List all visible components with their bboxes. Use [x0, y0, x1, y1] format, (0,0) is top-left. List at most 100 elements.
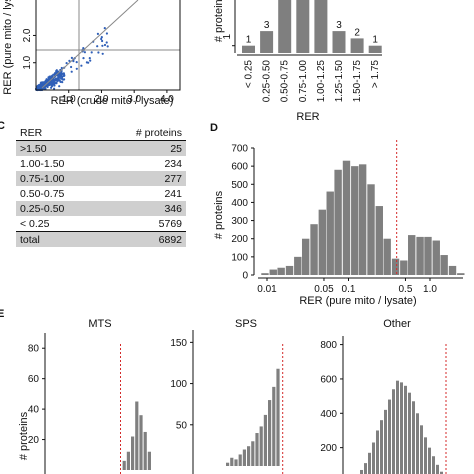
hist-b-x-tick-label: 1.00-1.25: [316, 60, 327, 103]
table-total-count: 6892: [99, 231, 186, 247]
table-row: 0.75-1.00 277: [16, 171, 186, 186]
scatter-point: [100, 36, 103, 39]
hist-e-bar: [135, 401, 139, 470]
table-cell-range: 0.25-0.50: [16, 201, 100, 216]
hist-d-y-tick-label: 500: [231, 180, 248, 191]
hist-e-y-tick-label: 400: [320, 409, 337, 420]
hist-e-bar: [376, 430, 379, 474]
scatter-x-tick-label: 1.0: [62, 94, 76, 105]
scatter-point: [82, 57, 85, 60]
hist-e-bar: [392, 389, 395, 474]
scatter-point: [43, 87, 46, 90]
scatter-point: [105, 32, 108, 35]
hist-d-bar: [457, 273, 465, 275]
hist-d-y-label: # proteins: [213, 190, 225, 239]
hist-b-y-tick-label: 1: [222, 33, 233, 39]
hist-d-bar: [318, 209, 327, 275]
hist-e-y-tick-label: 800: [320, 340, 337, 351]
scatter-point: [101, 39, 104, 43]
table-cell-count: 25: [99, 140, 186, 156]
hist-e-y-tick-label: 60: [28, 374, 40, 385]
hist-d-x-tick-label: 0.01: [257, 284, 277, 295]
hist-d-bar: [269, 269, 277, 275]
hist-e-y-tick-label: 600: [320, 374, 337, 385]
scatter-x-label: RER (crude mito / lysate): [51, 95, 174, 107]
hist-e-sps: 50 100 150: [170, 330, 284, 474]
hist-e-bar: [259, 426, 263, 466]
hist-d-bar: [261, 273, 269, 275]
hist-e-bar: [372, 442, 375, 474]
hist-e-title-sps: SPS: [235, 318, 257, 330]
scatter-point: [60, 66, 63, 70]
hist-b-y-ticks: 1: [222, 33, 235, 47]
hist-e-y-tick-label: 40: [28, 405, 40, 416]
hist-b-bar: [314, 0, 328, 53]
hist-e-y-tick-label: 100: [170, 379, 187, 390]
hist-e-bar: [147, 451, 151, 470]
scatter-point: [82, 47, 85, 50]
hist-d-bar: [326, 191, 334, 275]
table-cell-range: < 0.25: [20, 217, 50, 230]
hist-b-x-tick-label: 1.50-1.75: [352, 60, 363, 103]
scatter-point: [101, 52, 104, 55]
hist-e-bar: [416, 413, 419, 474]
hist-b-data-label: 3: [264, 20, 270, 31]
hist-e-y-tick-label: 50: [176, 420, 188, 431]
hist-b-x-ticks: < 0.25 0.25-0.50 0.50-0.75 0.75-1.00 1.00-1.…: [244, 60, 382, 103]
hist-e-mts: 20 40 60 80: [28, 333, 151, 474]
scatter-point: [90, 51, 93, 54]
scatter-point: [48, 75, 51, 78]
hist-e-y-tick-label: 20: [28, 435, 40, 446]
scatter-point: [43, 85, 47, 89]
scatter-point: [70, 70, 73, 73]
scatter-point: [97, 51, 100, 54]
hist-e-bar: [268, 400, 272, 466]
scatter-y-tick-label: 2.0: [22, 28, 33, 42]
scatter-point: [55, 70, 58, 73]
hist-d-x-tick-label: 0.5: [399, 284, 413, 295]
scatter-point: [87, 61, 90, 64]
scatter-point: [75, 67, 78, 70]
hist-d-x-ticks: 0.01 0.05 0.1 0.5 1.0: [257, 278, 437, 295]
hist-e-bar: [255, 433, 259, 466]
hist-d-bar: [367, 184, 375, 275]
scatter-point: [62, 72, 65, 75]
table-header-count: # proteins: [99, 125, 186, 141]
scatter-point: [83, 51, 86, 54]
hist-d-x-label: RER (pure mito / lysate): [299, 295, 416, 307]
hist-e-bar: [143, 431, 147, 470]
scatter-point: [57, 74, 60, 77]
panel-label-d: D: [210, 122, 218, 134]
hist-d-bar: [424, 236, 432, 275]
scatter-point: [60, 77, 63, 80]
scatter-panel: 1.0 2.0 3.0 4.0 1.0 2.0 RER (crude mito / ly…: [2, 0, 181, 107]
scatter-point: [68, 59, 71, 63]
hist-e-bar: [360, 469, 363, 474]
hist-d-bar: [294, 256, 302, 275]
hist-e-bar: [242, 449, 246, 466]
table-total-label: total: [16, 231, 100, 247]
table-cell-range: 0.75-1.00: [16, 171, 100, 186]
scatter-frame: [35, 0, 181, 91]
hist-b-y-label: # proteins: [213, 0, 225, 42]
hist-d-bar: [448, 265, 457, 275]
hist-d-y-tick-label: 100: [231, 252, 248, 263]
hist-b-x-tick-label: > 1.75: [370, 60, 381, 89]
hist-d-bar: [432, 240, 440, 275]
table-row: >1.50 25: [16, 140, 186, 156]
hist-d-y-ticks: 0 100 200 300 400 500 600 700: [231, 144, 254, 282]
hist-b-x-tick-label: 0.75-1.00: [298, 60, 309, 103]
hist-b-bar: [296, 0, 310, 53]
scatter-point: [51, 80, 54, 83]
table-header-row: RER # proteins: [16, 125, 186, 141]
table-cell-count: 277: [99, 171, 186, 186]
scatter-point: [54, 82, 57, 85]
hist-e-bar: [131, 436, 135, 470]
hist-e-bar: [384, 409, 387, 474]
rer-log-histogram-panel: D # proteins 0 100 200 300 400 500 600 700 0.01…: [210, 122, 465, 307]
hist-d-bar: [440, 255, 448, 275]
scatter-point: [70, 65, 73, 69]
hist-e-bar: [436, 464, 439, 474]
hist-e-bar: [424, 437, 427, 474]
hist-e-y-label: # proteins: [18, 411, 30, 460]
